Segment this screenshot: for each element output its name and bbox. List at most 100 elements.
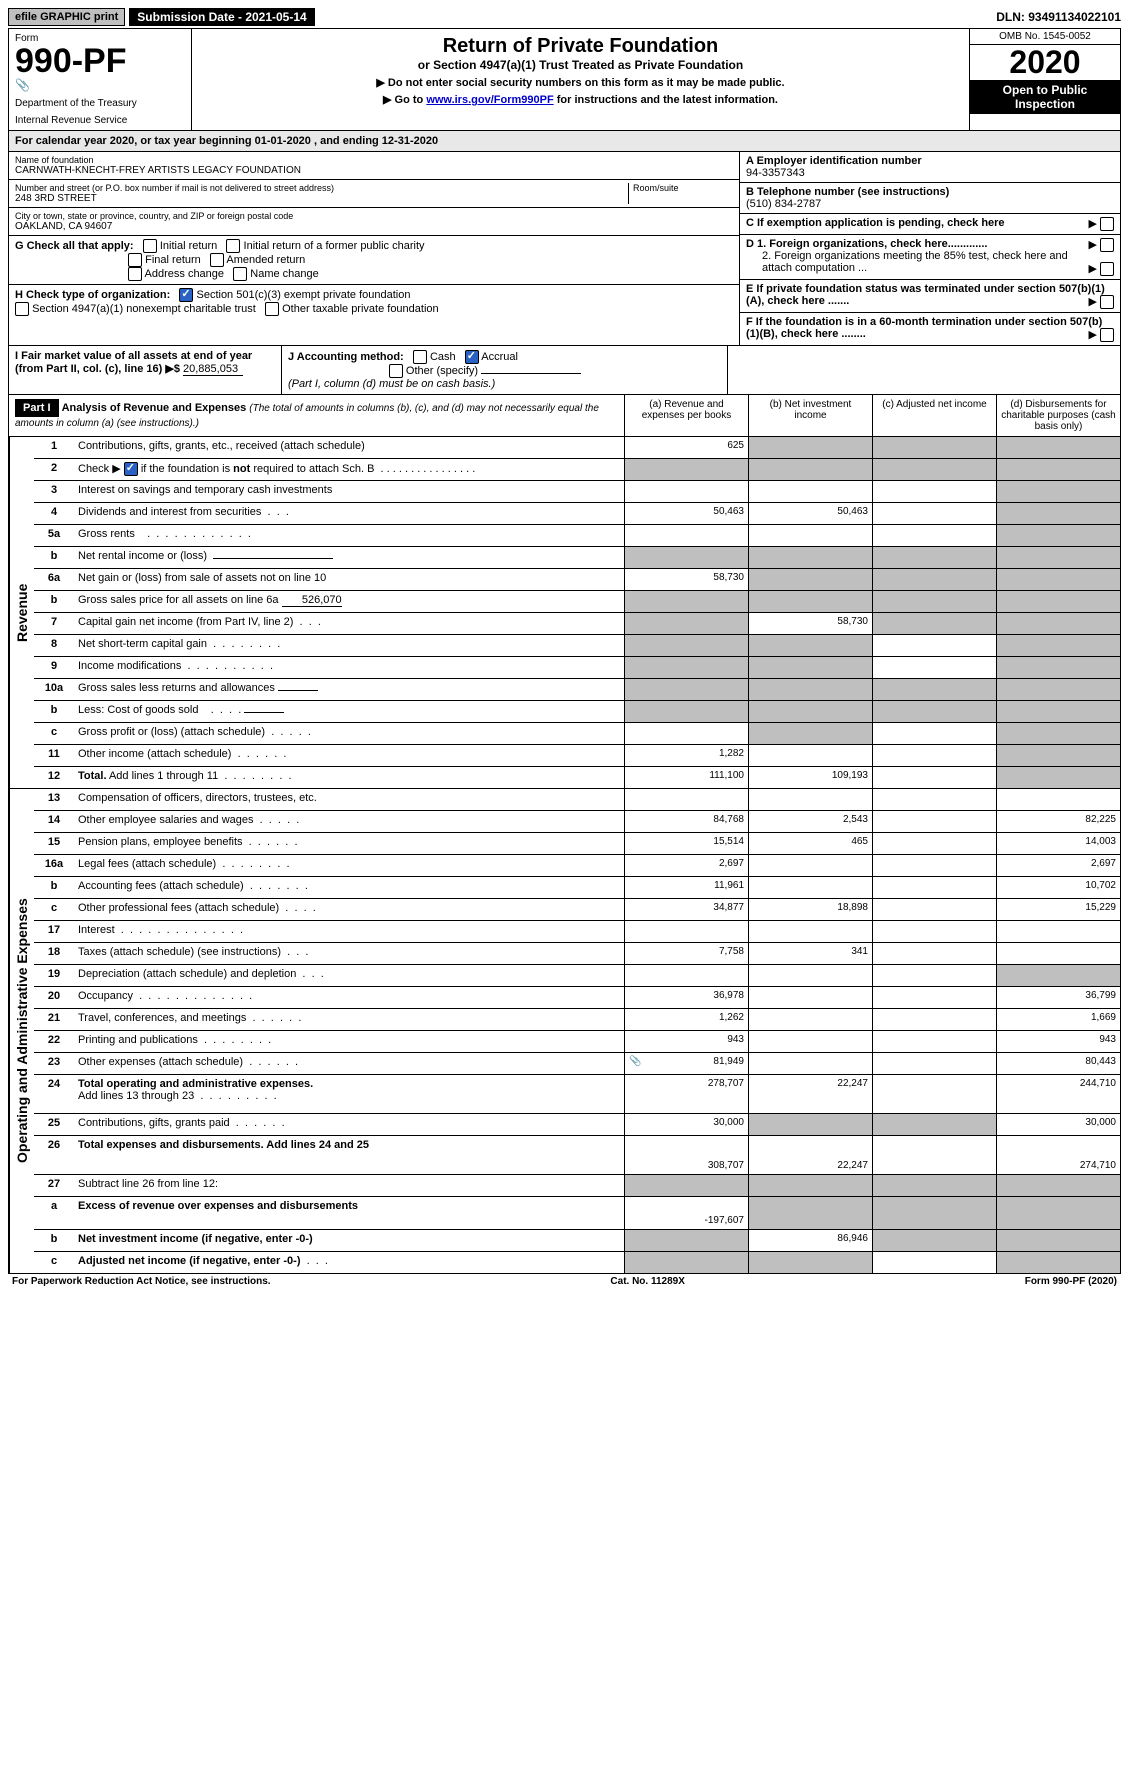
l10c-num: c (34, 723, 74, 744)
irs-link[interactable]: www.irs.gov/Form990PF (426, 94, 553, 106)
l8-b (748, 635, 872, 656)
efile-button[interactable]: efile GRAPHIC print (8, 8, 125, 26)
line-16b: bAccounting fees (attach schedule) . . .… (34, 877, 1120, 899)
l9-num: 9 (34, 657, 74, 678)
l8-num: 8 (34, 635, 74, 656)
l6a-desc: Net gain or (loss) from sale of assets n… (74, 569, 624, 590)
attachment-icon[interactable]: 📎 (629, 1056, 641, 1067)
l22-desc: Printing and publications . . . . . . . … (74, 1031, 624, 1052)
l16c-num: c (34, 899, 74, 920)
l10c-desc: Gross profit or (loss) (attach schedule)… (74, 723, 624, 744)
revenue-body: 1Contributions, gifts, grants, etc., rec… (34, 437, 1120, 788)
l3-b (748, 481, 872, 502)
final-checkbox[interactable] (128, 253, 142, 267)
info-right: A Employer identification number 94-3357… (739, 152, 1120, 345)
e-checkbox[interactable] (1100, 295, 1114, 309)
l20-d: 36,799 (996, 987, 1120, 1008)
h-label: H Check type of organization: (15, 289, 170, 301)
l4-desc: Dividends and interest from securities .… (74, 503, 624, 524)
l17-desc: Interest . . . . . . . . . . . . . . (74, 921, 624, 942)
form-title: Return of Private Foundation (202, 35, 959, 58)
schb-checkbox[interactable] (124, 462, 138, 476)
amended-label: Amended return (226, 254, 305, 266)
l23-c (872, 1053, 996, 1074)
name-checkbox[interactable] (233, 267, 247, 281)
calendar-year: For calendar year 2020, or tax year begi… (8, 131, 1121, 152)
l13-c (872, 789, 996, 810)
l18-a: 7,758 (624, 943, 748, 964)
l16c-b: 18,898 (748, 899, 872, 920)
d1-checkbox[interactable] (1100, 238, 1114, 252)
f-checkbox[interactable] (1100, 328, 1114, 342)
c-checkbox[interactable] (1100, 217, 1114, 231)
cash-checkbox[interactable] (413, 350, 427, 364)
l13-b (748, 789, 872, 810)
part1-left: Part I Analysis of Revenue and Expenses … (9, 395, 624, 436)
line-27: 27Subtract line 26 from line 12: (34, 1175, 1120, 1197)
line-22: 22Printing and publications . . . . . . … (34, 1031, 1120, 1053)
l16b-c (872, 877, 996, 898)
line-18: 18Taxes (attach schedule) (see instructi… (34, 943, 1120, 965)
g-label: G Check all that apply: (15, 240, 134, 252)
line-16a: 16aLegal fees (attach schedule) . . . . … (34, 855, 1120, 877)
foundation-name: CARNWATH-KNECHT-FREY ARTISTS LEGACY FOUN… (15, 165, 733, 176)
l21-b (748, 1009, 872, 1030)
section-h: H Check type of organization: Section 50… (9, 285, 739, 319)
l16a-b (748, 855, 872, 876)
l17-b (748, 921, 872, 942)
instr2-prefix: ▶ Go to (383, 94, 426, 106)
l10b-c (872, 701, 996, 722)
form-icon: 📎 (15, 78, 30, 92)
line-17: 17Interest . . . . . . . . . . . . . . (34, 921, 1120, 943)
form-subtitle: or Section 4947(a)(1) Trust Treated as P… (202, 58, 959, 72)
l16c-c (872, 899, 996, 920)
address-checkbox[interactable] (128, 267, 142, 281)
amended-checkbox[interactable] (210, 253, 224, 267)
l10b-a (624, 701, 748, 722)
l5b-num: b (34, 547, 74, 568)
l22-c (872, 1031, 996, 1052)
l25-c (872, 1114, 996, 1135)
line-3: 3Interest on savings and temporary cash … (34, 481, 1120, 503)
l13-a (624, 789, 748, 810)
other-checkbox[interactable] (389, 364, 403, 378)
section-j: J Accounting method: Cash Accrual Other … (282, 346, 728, 394)
accrual-checkbox[interactable] (465, 350, 479, 364)
sec4947-checkbox[interactable] (15, 302, 29, 316)
l27a-b (748, 1197, 872, 1229)
final-label: Final return (145, 254, 201, 266)
l19-desc: Depreciation (attach schedule) and deple… (74, 965, 624, 986)
l10a-b (748, 679, 872, 700)
city-label: City or town, state or province, country… (15, 211, 733, 221)
l11-a: 1,282 (624, 745, 748, 766)
sec501-checkbox[interactable] (179, 288, 193, 302)
e-cell: E If private foundation status was termi… (740, 280, 1120, 313)
l27b-num: b (34, 1230, 74, 1251)
l9-b (748, 657, 872, 678)
initial-checkbox[interactable] (143, 239, 157, 253)
line-2: 2Check ▶ if the foundation is not requir… (34, 459, 1120, 481)
l6b-a (624, 591, 748, 612)
d2-checkbox[interactable] (1100, 262, 1114, 276)
col-a-header: (a) Revenue and expenses per books (624, 395, 748, 436)
l27b-b: 86,946 (748, 1230, 872, 1251)
l22-a: 943 (624, 1031, 748, 1052)
l4-num: 4 (34, 503, 74, 524)
l10a-desc: Gross sales less returns and allowances (74, 679, 624, 700)
l26-a: 308,707 (624, 1136, 748, 1174)
other-tax-checkbox[interactable] (265, 302, 279, 316)
initial-former-checkbox[interactable] (226, 239, 240, 253)
expenses-label: Operating and Administrative Expenses (9, 789, 34, 1273)
l10c-d (996, 723, 1120, 744)
l14-d: 82,225 (996, 811, 1120, 832)
instruction-2: ▶ Go to www.irs.gov/Form990PF for instru… (202, 93, 959, 106)
l10a-d (996, 679, 1120, 700)
ein-cell: A Employer identification number 94-3357… (740, 152, 1120, 183)
l8-c (872, 635, 996, 656)
line-9: 9Income modifications . . . . . . . . . … (34, 657, 1120, 679)
line-24: 24Total operating and administrative exp… (34, 1075, 1120, 1114)
l3-d (996, 481, 1120, 502)
l10c-b (748, 723, 872, 744)
l14-num: 14 (34, 811, 74, 832)
line-6b: bGross sales price for all assets on lin… (34, 591, 1120, 613)
